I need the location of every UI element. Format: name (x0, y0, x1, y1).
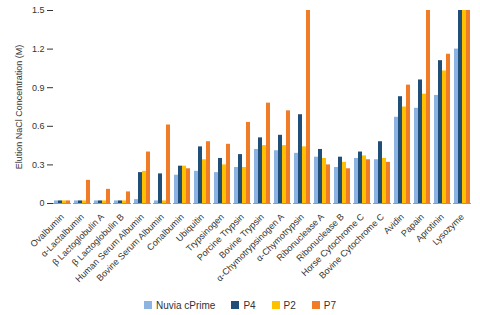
svg-text:Trypsinogen: Trypsinogen (184, 211, 226, 254)
svg-text:α-Chymotrypsin: α-Chymotrypsin (254, 211, 306, 264)
svg-text:0.3: 0.3 (32, 160, 45, 170)
html-text:Nuvia cPrime: Nuvia cPrime (155, 299, 216, 311)
svg-text:Ribonuclease A: Ribonuclease A (274, 211, 326, 263)
svg-text:Ubiquitin: Ubiquitin (174, 211, 206, 244)
svg-text:Porcine Trypsin: Porcine Trypsin (195, 211, 246, 263)
svg-text:0: 0 (39, 198, 44, 208)
svg-text:β Lactoglobulin A: β Lactoglobulin A (50, 211, 106, 268)
svg-text:0.9: 0.9 (32, 83, 45, 93)
svg-text:α-Chymotrypsinogen A: α-Chymotrypsinogen A (214, 211, 286, 284)
svg-text:1.5: 1.5 (32, 5, 45, 15)
html-text:P4: P4 (243, 299, 256, 311)
svg-text:1.2: 1.2 (32, 44, 45, 54)
svg-text:Bovine Trypsin: Bovine Trypsin (217, 211, 266, 261)
svg-text:Horse Cytochrome C: Horse Cytochrome C (299, 211, 366, 279)
html-text:P7: P7 (323, 299, 337, 311)
svg-text:0.6: 0.6 (32, 121, 45, 131)
svg-text:Lysozyme: Lysozyme (430, 212, 465, 247)
svg-text:α-Lactalbumin: α-Lactalbumin (38, 211, 86, 259)
svg-text:Bovine Cytochrome C: Bovine Cytochrome C (317, 211, 386, 280)
svg-text:Human Serum Albumin: Human Serum Albumin (73, 211, 146, 285)
svg-text:Papain: Papain (399, 211, 426, 239)
svg-text:Ovalbumin: Ovalbumin (28, 211, 66, 250)
svg-text:Avidin: Avidin (381, 211, 406, 236)
svg-text:Ribonuclease B: Ribonuclease B (294, 211, 346, 264)
svg-text:Aprotinin: Aprotinin (413, 211, 446, 244)
svg-text:Bovine Serum Albumin: Bovine Serum Albumin (94, 211, 166, 284)
svg-text:Conalbumin: Conalbumin (144, 211, 186, 253)
svg-text:Elution NaCl Concentration (M): Elution NaCl Concentration (M) (14, 45, 24, 170)
html-text:P2: P2 (283, 299, 296, 311)
svg-text:β Lactoglobulin B: β Lactoglobulin B (69, 211, 126, 268)
